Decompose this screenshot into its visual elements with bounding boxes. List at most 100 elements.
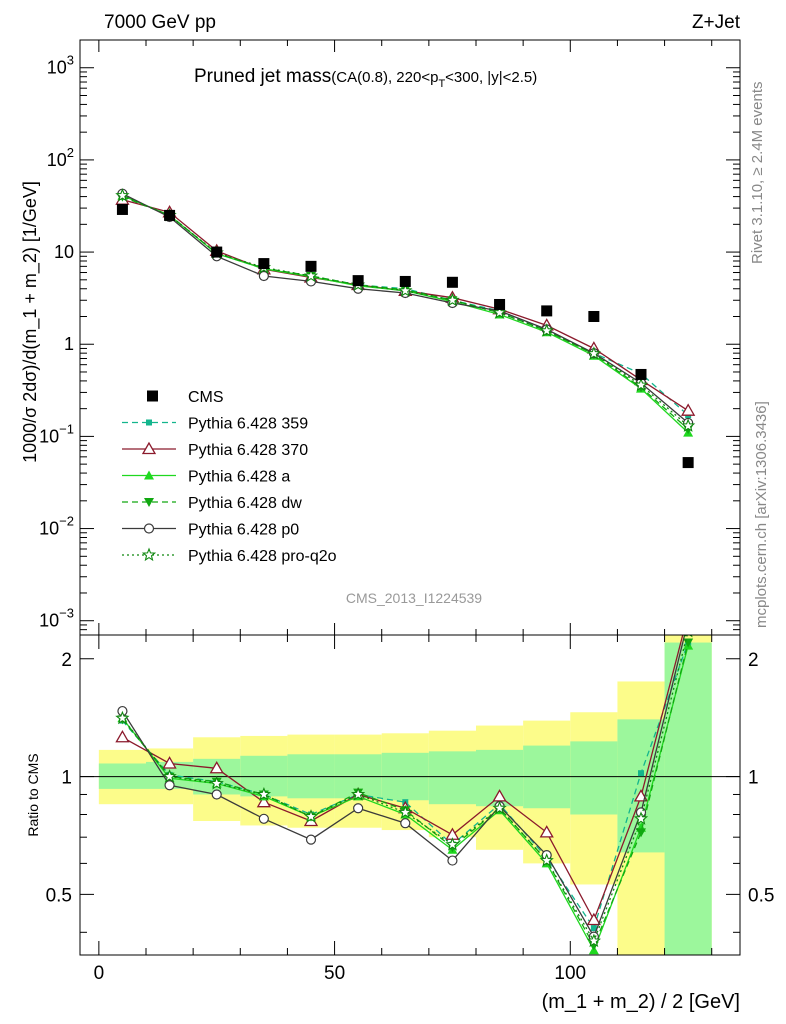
y-tick-base: 10 xyxy=(39,426,59,446)
ratio-point xyxy=(539,825,554,838)
y-tick-label: 10−2 xyxy=(39,514,74,539)
y-tick-exp: 3 xyxy=(67,53,74,68)
ratio-point xyxy=(162,769,177,783)
ratio-y-tick-label: 2 xyxy=(61,650,72,671)
ratio-point xyxy=(400,818,411,829)
ratio-point xyxy=(256,794,271,808)
ratio-point xyxy=(539,853,554,867)
cms-point xyxy=(164,209,176,221)
title-sub-subscript: T xyxy=(438,78,445,90)
mcplots-label: mcplots.cern.ch [arXiv:1306.3436] xyxy=(753,401,770,628)
y-tick-label: 102 xyxy=(47,145,74,170)
y-tick-base: 10 xyxy=(47,58,67,78)
series-point xyxy=(115,188,130,202)
cms-point xyxy=(399,275,411,287)
cms-point xyxy=(352,275,364,287)
legend-item: Pythia 6.428 a xyxy=(122,469,290,486)
cms-point xyxy=(635,368,647,380)
legend: CMS Pythia 6.428 359 Pythia 6.428 370 Pythi… xyxy=(122,389,337,565)
legend-item: Pythia 6.428 370 xyxy=(122,441,308,459)
ratio-point xyxy=(258,813,269,824)
main-frame xyxy=(79,39,741,636)
x-axis-label: (m_1 + m_2) / 2 [GeV] xyxy=(542,991,740,1013)
legend-item: CMS xyxy=(147,389,224,406)
ratio-point xyxy=(350,787,366,801)
ratio-point xyxy=(305,834,317,845)
cms-point xyxy=(682,457,694,469)
ratio-point xyxy=(684,616,693,625)
ratio-x-ticks: 0 50 100 xyxy=(94,635,713,984)
cms-point xyxy=(588,310,600,322)
ratio-point xyxy=(398,804,413,819)
ratio-y-axis-label: Ratio to CMS xyxy=(25,753,41,836)
y-tick-label: 1 xyxy=(64,334,74,354)
ratio-point xyxy=(211,789,222,800)
ratio-y-tick-label: 2 xyxy=(748,650,759,671)
rivet-label: Rivet 3.1.10, ≥ 2.4M events xyxy=(749,82,766,265)
ratio-point xyxy=(303,809,319,823)
series-point xyxy=(398,283,413,297)
ratio-point xyxy=(445,837,460,851)
ratio-panel: 0.5 0.5 1 1 2 2 0 50 100 Ratio to CMS (m_1 + m_… xyxy=(25,608,774,1013)
legend-marker xyxy=(147,390,158,402)
y-tick-base: 10 xyxy=(47,150,67,170)
cms-point xyxy=(116,203,128,215)
ratio-bands xyxy=(98,635,712,955)
title-sub-prefix: (CA(0.8), 220<p xyxy=(331,69,438,86)
cms-point xyxy=(541,305,553,317)
y-tick-exp: −1 xyxy=(59,421,74,436)
y-tick-exp: −3 xyxy=(59,606,74,621)
cms-point xyxy=(446,276,458,288)
ratio-plot-content xyxy=(115,608,694,955)
main-x-ticks xyxy=(98,40,713,635)
legend-label: Pythia 6.428 a xyxy=(188,469,290,486)
header-process: Z+Jet xyxy=(692,12,741,33)
chart-title: Pruned jet mass(CA(0.8), 220<pT<300, |y|… xyxy=(194,66,537,90)
legend-label: Pythia 6.428 370 xyxy=(188,442,308,459)
legend-item: Pythia 6.428 pro-q2o xyxy=(122,547,337,565)
stat-uncertainty-band xyxy=(428,751,476,805)
ratio-point xyxy=(586,933,602,948)
ratio-point xyxy=(209,760,224,774)
legend-label: Pythia 6.428 dw xyxy=(188,495,302,512)
x-tick-label: 50 xyxy=(324,963,345,984)
series-point xyxy=(680,418,696,432)
legend-label: CMS xyxy=(188,389,224,406)
legend-marker xyxy=(144,470,154,480)
cms-point xyxy=(258,258,270,270)
y-tick-label: 10−1 xyxy=(39,421,74,446)
ratio-point xyxy=(162,756,177,769)
series-cms xyxy=(116,203,694,469)
legend-marker xyxy=(141,441,157,455)
ratio-y-tick-label: 1 xyxy=(748,768,759,789)
ratio-point xyxy=(492,800,507,815)
ratio-point xyxy=(115,729,130,743)
series-line xyxy=(122,199,689,412)
cms-point xyxy=(211,246,223,258)
ratio-point xyxy=(590,925,597,932)
series-point xyxy=(303,268,319,283)
legend-item: Pythia 6.428 359 xyxy=(122,416,308,433)
series-pythia-6-428-370 xyxy=(115,192,696,416)
ratio-point xyxy=(115,710,130,725)
series-pythia-6-428-359 xyxy=(119,193,692,419)
legend-label: Pythia 6.428 pro-q2o xyxy=(188,548,337,565)
series-line xyxy=(122,195,689,416)
ratio-y-tick-label: 0.5 xyxy=(46,885,72,906)
ratio-point xyxy=(682,608,694,619)
ratio-point xyxy=(353,803,364,814)
legend-marker xyxy=(141,547,157,562)
legend-label: Pythia 6.428 p0 xyxy=(188,522,299,539)
ratio-frame xyxy=(79,634,741,956)
cms-point xyxy=(305,260,317,272)
ratio-point xyxy=(447,855,458,866)
ratio-point xyxy=(256,787,272,801)
series-point xyxy=(492,305,507,319)
legend-item: Pythia 6.428 dw xyxy=(122,495,302,512)
y-tick-label: 103 xyxy=(47,53,74,78)
legend-marker xyxy=(144,498,154,507)
series-point xyxy=(539,323,554,337)
